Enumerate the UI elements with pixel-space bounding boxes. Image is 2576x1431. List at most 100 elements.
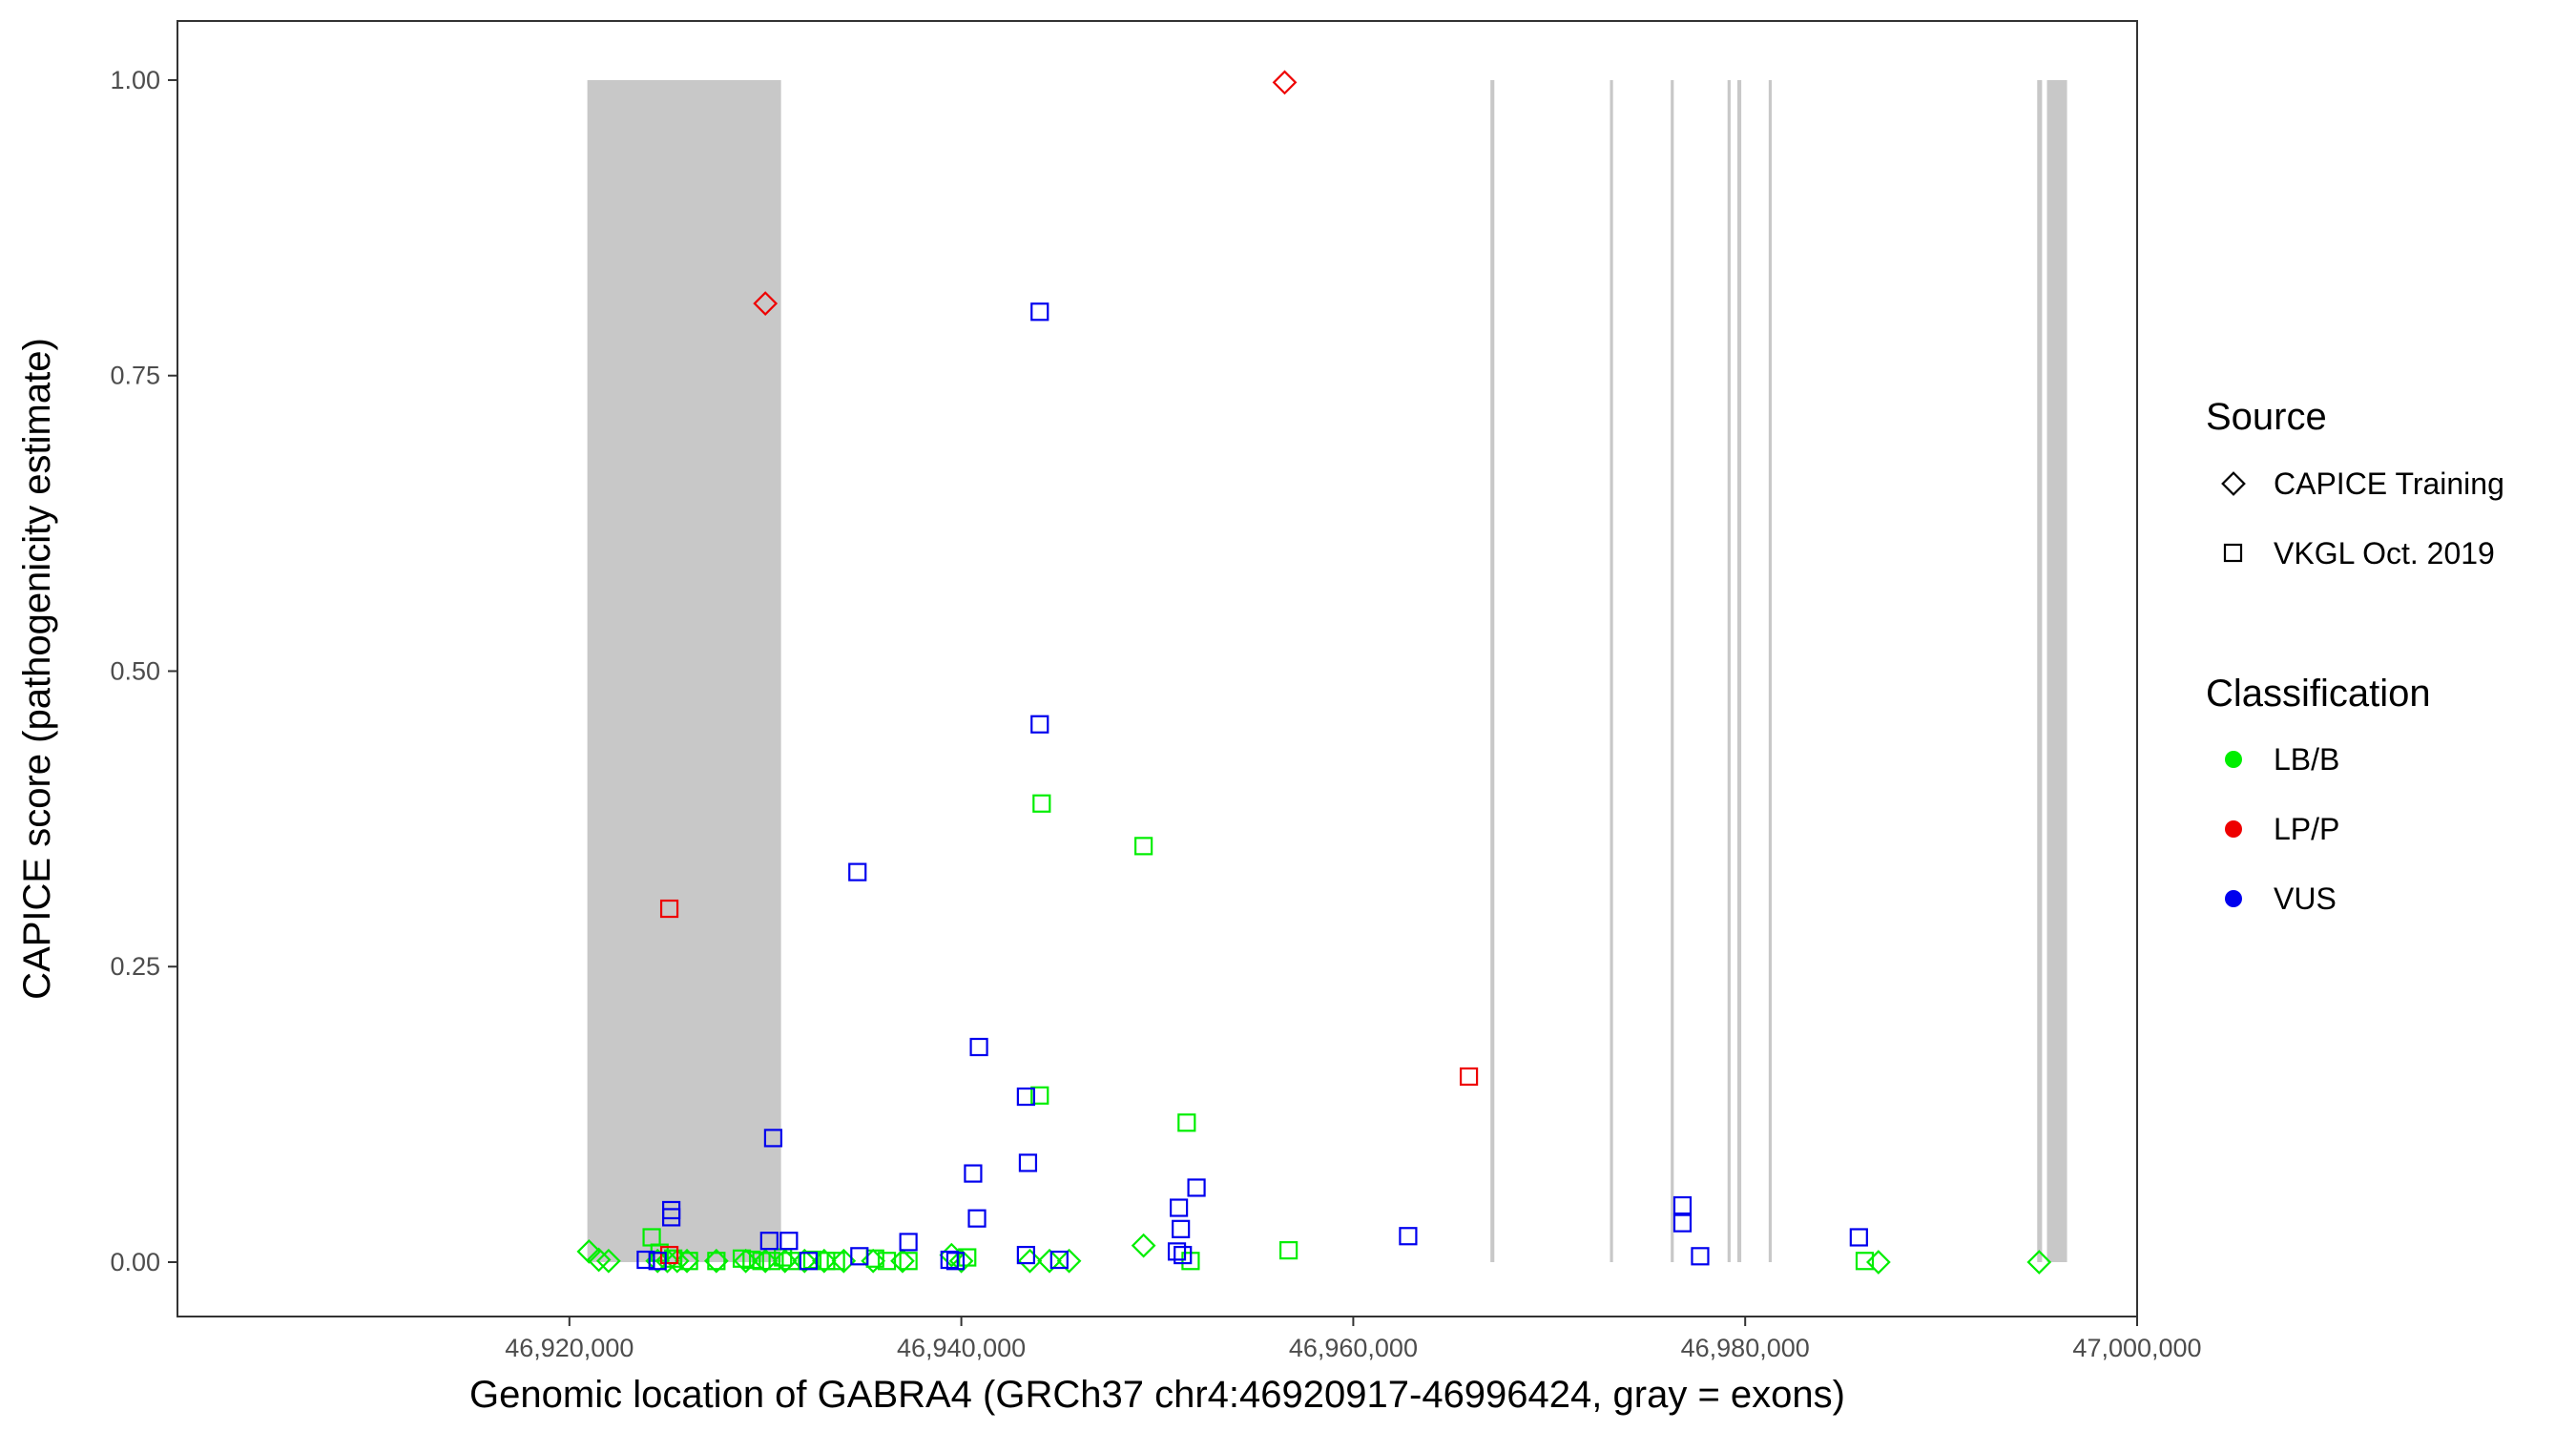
x-tick-label: 46,920,000 [505,1334,634,1362]
point-vus-square [969,1037,988,1057]
point-lbb-square [877,1252,897,1271]
y-tick-label: 0.00 [110,1248,160,1276]
point-lbb-square [826,1252,845,1271]
point-vus-square [848,862,867,881]
point-vus-square [759,1232,779,1251]
point-vus-square [1167,1242,1187,1261]
point-lbb-square [679,1252,698,1271]
point-lbb-square [761,1252,780,1271]
legend-capice-training-label: CAPICE Training [2274,467,2504,501]
x-tick-label: 46,960,000 [1289,1334,1418,1362]
point-vus-square [799,1252,818,1271]
point-lpp-square [659,899,679,919]
exon-region-3 [1610,79,1613,1263]
legend-vkgl-label: VKGL Oct. 2019 [2274,536,2495,570]
point-lbb-square [707,1252,726,1271]
point-lbb-square [1030,1086,1049,1105]
point-vus-square [1672,1213,1693,1233]
exon-regions [587,79,2067,1263]
point-lpp-square [659,1245,679,1265]
point-lbb-square [1855,1252,1875,1271]
point-lbb-diamond [890,1248,915,1274]
point-vus-square [1049,1250,1069,1270]
point-vus-square [964,1164,983,1183]
point-vus-square [1030,302,1049,321]
point-lbb-diamond [1037,1248,1062,1274]
legend-lbb-key [2225,751,2242,768]
y-tick-label: 0.75 [110,362,160,390]
y-tick-label: 0.50 [110,656,160,685]
legend-vus-label: VUS [2274,881,2337,916]
point-lbb-diamond [1056,1248,1082,1274]
point-lbb-square [1134,837,1153,856]
point-lpp-square [1459,1067,1479,1087]
point-vus-square [1016,1245,1035,1265]
data-points [576,70,2052,1275]
point-lpp-diamond [753,291,779,317]
x-axis-title: Genomic location of GABRA4 (GRCh37 chr4:… [469,1374,1845,1416]
point-lbb-diamond [576,1238,602,1264]
point-lbb-diamond [703,1248,729,1274]
point-lbb-square [1032,794,1051,813]
point-lbb-diamond [1017,1248,1043,1274]
point-vus-square [1172,1219,1191,1238]
point-vus-square [779,1232,799,1251]
point-lbb-square [899,1252,918,1271]
legend-classification-title: Classification [2206,673,2431,715]
exon-region-7 [1768,79,1773,1263]
point-vus-square [1849,1228,1868,1247]
point-vus-square [636,1250,655,1270]
legend: Source CAPICE Training VKGL Oct. 2019 Cl… [2206,396,2504,916]
point-vus-square [1691,1247,1710,1266]
exon-region-5 [1727,79,1731,1263]
point-lbb-square [817,1252,836,1271]
plot-panel [177,20,2138,1317]
point-lbb-square [781,1252,800,1271]
x-tick-label: 47,000,000 [2072,1334,2201,1362]
point-lbb-diamond [1131,1233,1156,1258]
point-vus-square [763,1129,783,1148]
x-axis: 46,920,000 46,940,000 46,960,000 46,980,000… [505,1317,2202,1362]
point-lpp-diamond [1272,70,1298,95]
point-vus-square [1030,715,1049,734]
legend-lpp-label: LP/P [2274,812,2339,846]
y-tick-label: 0.25 [110,952,160,981]
exon-region-4 [1671,79,1674,1263]
point-lbb-diamond [2026,1250,2052,1275]
point-vus-square [940,1250,959,1270]
point-lbb-diamond [831,1248,857,1274]
x-tick-label: 46,980,000 [1681,1334,1810,1362]
point-vus-square [1169,1198,1189,1217]
legend-lpp-key [2225,820,2242,838]
point-vus-square [1187,1178,1206,1197]
legend-lbb-label: LB/B [2274,742,2339,777]
y-axis: 0.00 0.25 0.50 0.75 1.00 [110,66,177,1276]
point-lbb-square [802,1250,822,1270]
exon-region-9 [2046,79,2067,1263]
legend-diamond-key [2221,471,2246,496]
point-vus-square [967,1209,987,1228]
y-axis-title: CAPICE score (pathogenicity estimate) [16,338,58,1000]
point-vus-square [945,1252,966,1271]
exon-region-8 [2037,79,2043,1263]
legend-source-title: Source [2206,396,2327,438]
point-vus-square [1016,1087,1035,1107]
legend-square-key [2223,543,2243,563]
legend-vus-key [2225,890,2242,907]
point-lbb-square [1279,1241,1298,1260]
exon-region-2 [1490,79,1495,1263]
exon-region-6 [1736,79,1742,1263]
point-vus-square [1018,1153,1038,1172]
point-vus-square [1399,1227,1418,1246]
point-lbb-square [1177,1113,1196,1132]
point-vus-square [1174,1245,1193,1265]
point-vus-square [899,1233,918,1252]
point-lbb-square [732,1249,752,1268]
point-vus-square [850,1247,869,1266]
exon-region-1 [587,79,781,1263]
point-lbb-square [752,1252,771,1271]
point-lbb-square [958,1248,977,1267]
point-lbb-diamond [596,1248,621,1274]
point-lbb-square [742,1250,761,1270]
